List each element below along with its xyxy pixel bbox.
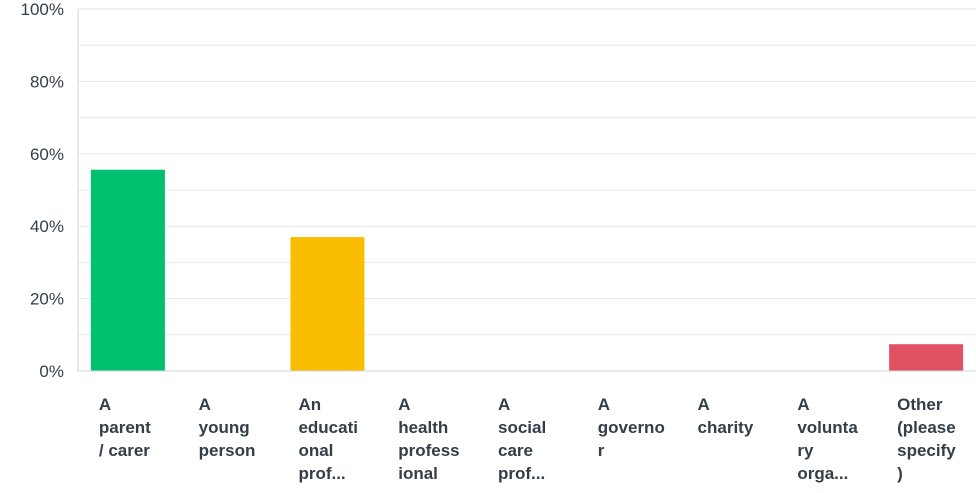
y-axis-tick-labels: 0% 20% 40% 60% 80% 100% [21, 0, 64, 381]
y-tick-label: 60% [30, 145, 64, 164]
bars [90, 169, 964, 371]
x-category-label: An educati onal prof... [298, 395, 358, 483]
y-tick-label: 80% [30, 72, 64, 91]
y-tick-label: 0% [39, 362, 64, 381]
bar [290, 237, 365, 371]
x-category-label: Other (please specify) [897, 395, 956, 483]
y-tick-label: 20% [30, 290, 64, 309]
bar [90, 169, 165, 371]
bar [889, 344, 964, 371]
gridlines [78, 8, 976, 336]
y-tick-label: 100% [21, 0, 64, 19]
y-tick-label: 40% [30, 217, 64, 236]
